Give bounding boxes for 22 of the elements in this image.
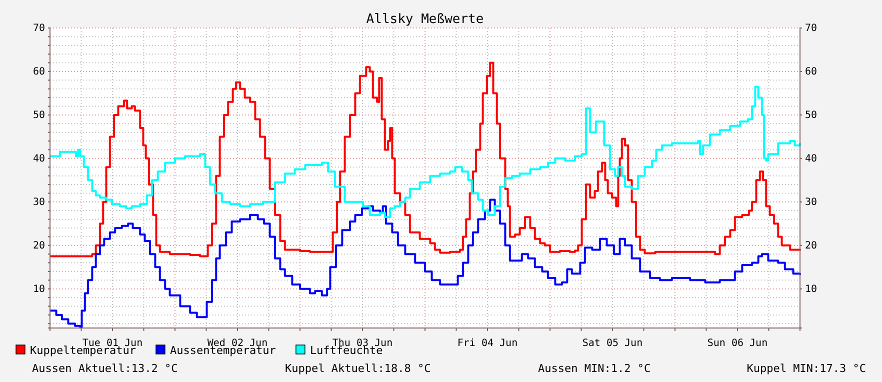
y2-tick-label: 10 [805, 284, 818, 296]
y2-tick-label: 60 [805, 66, 818, 78]
y-tick-label: 60 [32, 66, 45, 78]
y2-tick-label: 50 [805, 110, 818, 122]
y-tick-label: 30 [32, 197, 45, 208]
y-tick-label: 40 [32, 154, 45, 165]
text: Aussen Aktuell:13.2 °C [32, 362, 178, 375]
y2-tick-label: 30 [805, 197, 818, 208]
y-tick-label: 10 [32, 284, 45, 296]
text: Kuppel Aktuell:18.8 °C [285, 362, 431, 375]
text: Aussen MIN:1.2 °C [538, 362, 651, 375]
x-tick-label: Fri 04 Jun [457, 338, 518, 349]
y2-tick-label: 70 [805, 23, 818, 34]
y-tick-label: 50 [32, 110, 45, 122]
y2-tick-label: 40 [805, 154, 818, 165]
y-tick-label: 20 [32, 240, 45, 252]
text: Kuppel MIN:17.3 °C [746, 362, 866, 375]
x-tick-label: Sat 05 Jun [582, 338, 643, 349]
chart-title: Allsky Meßwerte [366, 12, 484, 27]
y-tick-label: 70 [32, 23, 45, 34]
x-tick-label: Sun 06 Jun [707, 338, 768, 349]
y2-tick-label: 20 [805, 240, 818, 252]
